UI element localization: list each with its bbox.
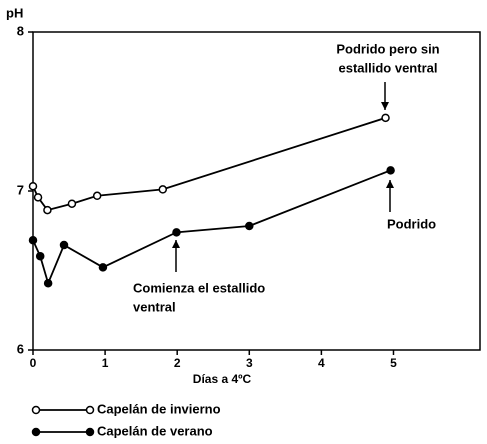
data-point [43,205,52,215]
data-point [35,251,45,261]
data-point [381,113,390,123]
series-line [32,169,391,286]
annotation: ventral [133,299,176,314]
legend-marker [85,405,95,415]
data-point [59,240,69,250]
annotation: Comienza el estallido [133,280,265,295]
data-point [158,185,168,194]
y-tick-label: 7 [17,182,24,197]
data-point [33,193,43,202]
x-tick-label: 4 [318,356,325,370]
x-tick-label: 2 [174,356,181,370]
y-tick-label: 6 [17,341,24,356]
data-point [172,228,181,237]
plot-frame [32,31,481,351]
annotation: estallido ventral [339,60,438,75]
data-point [386,166,395,175]
data-point [98,263,108,272]
annotation: Podrido [387,216,436,231]
data-point [245,221,254,231]
x-tick-label: 1 [102,356,109,370]
legend-label: Capelán de invierno [97,401,221,416]
legend-label: Capelán de verano [97,423,213,438]
x-tick-label: 3 [246,356,253,370]
arrow-head [381,102,389,110]
data-point [43,278,53,288]
data-point [28,181,38,191]
y-axis-label: pH [6,5,23,20]
annotation: Podrido pero sin [336,41,439,56]
arrow-head [386,180,394,188]
series-line [32,117,386,212]
x-tick-label: 5 [390,356,397,370]
legend-marker [31,427,41,437]
y-tick-label: 8 [17,23,24,38]
data-point [92,191,102,201]
x-tick-label: 0 [30,356,37,370]
x-axis-label: Días a 4ºC [193,372,252,386]
data-point [67,199,77,208]
data-point [28,236,38,245]
legend-marker [85,427,95,437]
arrow-head [172,240,180,248]
legend-marker [31,405,41,415]
